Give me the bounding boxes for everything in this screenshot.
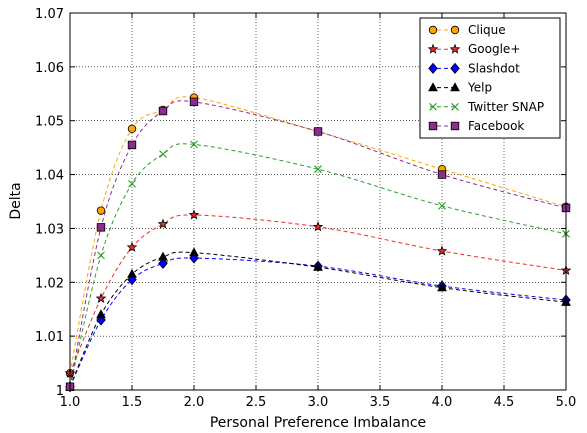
legend-label: Facebook (468, 119, 524, 133)
data-point-facebook (313, 127, 323, 136)
data-point-facebook (437, 170, 447, 179)
x-tick-label: 1.0 (60, 395, 81, 410)
y-tick-label: 1.03 (35, 222, 64, 237)
data-point-google- (126, 241, 138, 252)
legend-label: Slashdot (468, 61, 520, 75)
legend-item-slashdot: Slashdot (428, 61, 520, 75)
x-tick-labels: 1.0 1.5 2.0 2.5 3.0 3.5 4.0 4.5 5.0 (60, 395, 577, 410)
x-tick-label: 3.0 (308, 395, 329, 410)
legend-marker (450, 121, 460, 131)
data-point-clique (96, 206, 106, 215)
data-point-yelp (437, 282, 447, 292)
legend-box (419, 17, 561, 139)
data-point-twitter-snap (314, 165, 322, 174)
data-point-google- (312, 221, 324, 232)
x-tick-label: 4.0 (432, 395, 453, 410)
data-point-facebook (96, 223, 106, 232)
data-point-yelp (158, 251, 168, 261)
data-point-google- (436, 245, 448, 256)
legend-marker (428, 82, 438, 92)
x-tick-label: 3.5 (370, 395, 391, 410)
y-tick-label: 1.07 (35, 7, 64, 22)
x-tick-label: 2.5 (246, 395, 267, 410)
data-point-slashdot (189, 252, 199, 264)
legend-marker (427, 43, 439, 54)
y-tick-label: 1.04 (35, 169, 64, 184)
y-tick-label: 1.05 (35, 115, 64, 130)
data-point-yelp (313, 261, 323, 271)
legend-marker (428, 62, 438, 75)
legend-label: Clique (468, 23, 506, 37)
x-tick-label: 1.5 (122, 395, 143, 410)
x-tick-label: 5.0 (556, 395, 577, 410)
data-point-clique (127, 124, 137, 133)
data-point-twitter-snap (159, 150, 167, 158)
y-tick-label: 1 (56, 384, 64, 399)
y-tick-label: 1.06 (35, 61, 64, 76)
data-point-twitter-snap (97, 251, 105, 260)
x-tick-label: 2.0 (184, 395, 205, 410)
legend-label: Google+ (468, 42, 520, 56)
legend-marker (428, 25, 438, 35)
legend-item-clique: Clique (428, 23, 506, 37)
data-point-facebook (158, 106, 168, 116)
legend-marker (429, 102, 437, 111)
y-axis-label: Delta (8, 182, 24, 219)
legend-item-twitter-snap: Twitter SNAP (429, 100, 544, 114)
x-tick-label: 4.5 (494, 395, 515, 410)
legend-marker (450, 82, 460, 92)
y-tick-label: 1.01 (35, 330, 64, 345)
legend-item-google-: Google+ (427, 42, 520, 56)
data-point-yelp (96, 309, 106, 319)
legend-label: Yelp (467, 81, 492, 95)
legend-item-facebook: Facebook (428, 119, 524, 133)
data-point-google- (157, 218, 169, 229)
data-point-slashdot (158, 257, 168, 270)
data-point-slashdot (127, 273, 137, 286)
y-tick-labels: 1 1.01 1.02 1.03 1.04 1.05 1.06 1.07 (35, 7, 64, 399)
legend: Clique Google+ Slashdot Yelp Twitter SNAP Fac… (419, 17, 561, 139)
legend-marker (450, 62, 460, 75)
legend-marker (450, 25, 460, 35)
legend-marker (451, 102, 459, 111)
x-axis-label: Personal Preference Imbalance (210, 415, 426, 431)
legend-marker (428, 121, 438, 131)
data-point-facebook (127, 140, 137, 150)
data-point-twitter-snap (190, 140, 198, 149)
data-point-twitter-snap (128, 179, 136, 188)
legend-marker (449, 43, 461, 54)
data-point-yelp (127, 268, 137, 278)
legend-label: Twitter SNAP (467, 100, 544, 114)
data-point-google- (188, 209, 200, 220)
data-point-yelp (189, 247, 199, 257)
y-tick-label: 1.02 (35, 276, 64, 291)
data-point-twitter-snap (438, 201, 446, 210)
data-point-google- (95, 292, 107, 303)
data-point-facebook (189, 97, 199, 107)
ticks (69, 12, 567, 391)
legend-item-yelp: Yelp (428, 81, 492, 95)
